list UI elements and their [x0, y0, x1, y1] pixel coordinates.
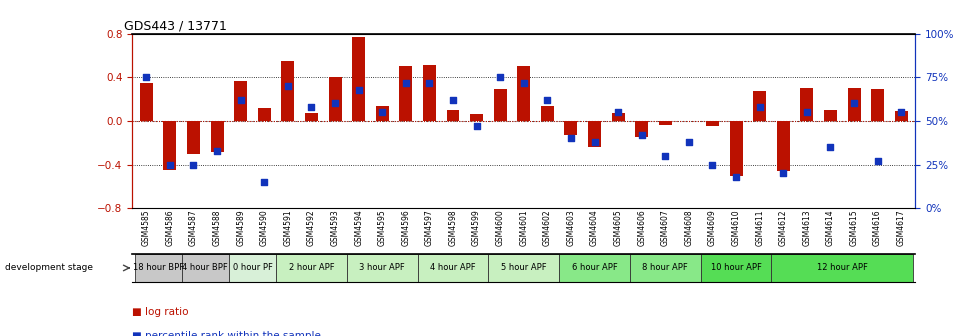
Bar [376, 106, 388, 121]
Point [681, 139, 696, 144]
Bar [493, 89, 507, 121]
Text: 8 hour APF: 8 hour APF [642, 263, 688, 272]
Point [539, 97, 555, 103]
Bar [870, 89, 883, 121]
Bar [588, 121, 600, 147]
Text: ■ log ratio: ■ log ratio [132, 307, 189, 318]
Bar [329, 77, 341, 121]
Bar [488, 254, 558, 282]
Bar [187, 121, 200, 154]
Point [657, 153, 673, 159]
Bar [281, 61, 294, 121]
Point [398, 80, 414, 85]
Text: ■ percentile rank within the sample: ■ percentile rank within the sample [132, 331, 321, 336]
Bar [422, 65, 435, 121]
Point [492, 75, 508, 80]
Bar [229, 254, 276, 282]
Bar [705, 121, 718, 126]
Bar [276, 254, 346, 282]
Bar [894, 111, 907, 121]
Bar [700, 254, 771, 282]
Point [280, 83, 295, 89]
Text: 12 hour APF: 12 hour APF [816, 263, 867, 272]
Bar [658, 121, 671, 125]
Bar [564, 121, 577, 135]
Bar [629, 254, 700, 282]
Text: 3 hour APF: 3 hour APF [359, 263, 405, 272]
Point [303, 104, 319, 110]
Text: GDS443 / 13771: GDS443 / 13771 [124, 19, 227, 33]
Point [609, 110, 625, 115]
Bar [399, 66, 412, 121]
Point [562, 136, 578, 141]
Point [798, 110, 814, 115]
Bar [469, 114, 482, 121]
Bar [558, 254, 629, 282]
Point [209, 148, 225, 153]
Point [822, 144, 837, 150]
Bar [516, 66, 530, 121]
Point [445, 97, 461, 103]
Text: development stage: development stage [5, 263, 93, 272]
Point [586, 139, 601, 144]
Text: 6 hour APF: 6 hour APF [571, 263, 617, 272]
Point [845, 101, 861, 106]
Point [775, 171, 790, 176]
Bar [540, 106, 554, 121]
Point [186, 162, 201, 167]
Point [633, 132, 648, 138]
Point [138, 75, 154, 80]
Text: 4 hour BPF: 4 hour BPF [182, 263, 228, 272]
Point [350, 87, 366, 92]
Bar [776, 121, 789, 171]
Bar [771, 254, 912, 282]
Text: 0 hour PF: 0 hour PF [233, 263, 272, 272]
Bar [729, 121, 741, 175]
Bar [346, 254, 418, 282]
Point [515, 80, 531, 85]
Bar [352, 37, 365, 121]
Bar [140, 83, 153, 121]
Bar [182, 254, 229, 282]
Point [728, 174, 743, 179]
Bar [635, 121, 647, 137]
Point [751, 104, 767, 110]
Text: 10 hour APF: 10 hour APF [710, 263, 761, 272]
Point [256, 179, 272, 185]
Bar [611, 113, 624, 121]
Bar [210, 121, 223, 152]
Point [233, 97, 248, 103]
Bar [418, 254, 488, 282]
Bar [823, 110, 836, 121]
Bar [847, 88, 860, 121]
Bar [305, 113, 318, 121]
Point [868, 159, 884, 164]
Bar [257, 108, 271, 121]
Text: 5 hour APF: 5 hour APF [501, 263, 546, 272]
Point [374, 110, 389, 115]
Text: 2 hour APF: 2 hour APF [289, 263, 333, 272]
Point [468, 124, 484, 129]
Point [422, 80, 437, 85]
Bar [800, 88, 813, 121]
Point [327, 101, 342, 106]
Bar [134, 254, 182, 282]
Bar [234, 81, 246, 121]
Point [162, 162, 178, 167]
Bar [446, 110, 459, 121]
Point [704, 162, 720, 167]
Point [893, 110, 909, 115]
Text: 18 hour BPF: 18 hour BPF [132, 263, 184, 272]
Text: 4 hour APF: 4 hour APF [429, 263, 475, 272]
Bar [752, 91, 766, 121]
Bar [163, 121, 176, 170]
